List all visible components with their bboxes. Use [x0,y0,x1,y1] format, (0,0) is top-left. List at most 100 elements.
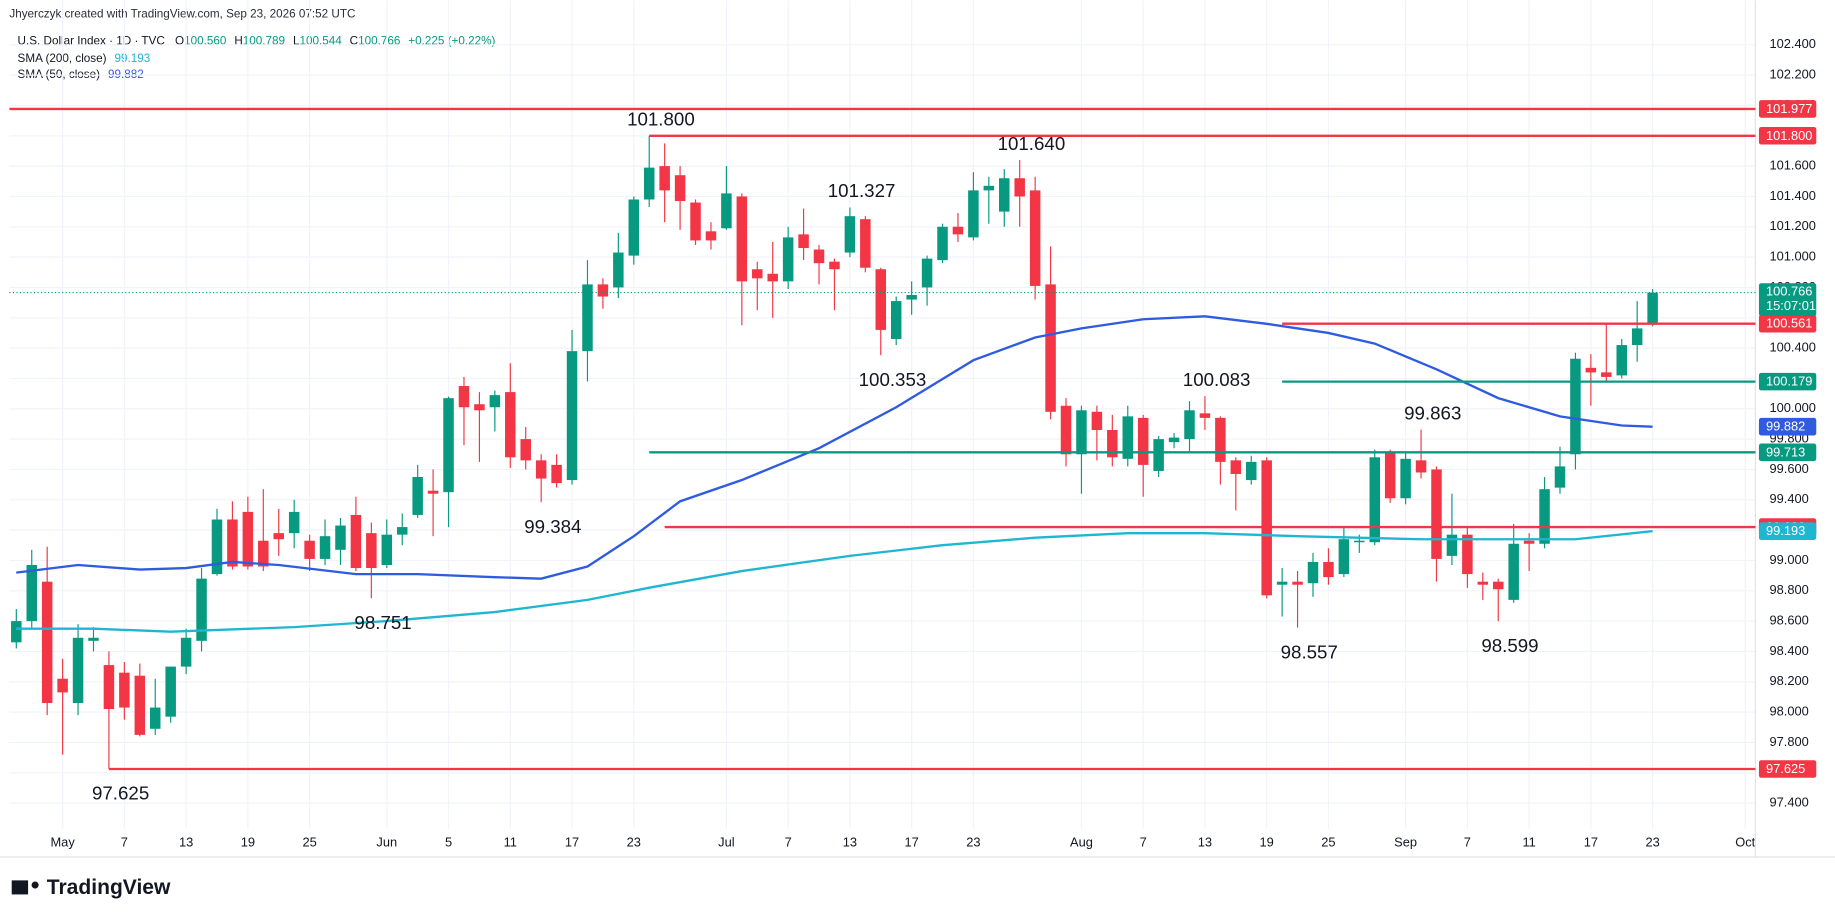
x-tick-label: 13 [179,834,193,849]
candle-body [1276,581,1288,585]
candle-body [736,196,748,282]
candle-body [613,252,624,288]
candle-body [643,167,655,200]
candle-body [1384,452,1396,499]
price-annotation: 100.353 [859,369,927,390]
x-tick-label: 11 [1522,834,1535,849]
x-tick-label: 25 [1321,834,1335,849]
candle-body [705,231,717,241]
attribution: Jhyerczyk created with TradingView.com, … [9,7,355,20]
candle-body [674,175,686,201]
candle-body [875,269,887,330]
candle-body [304,540,315,559]
candle-body [1446,534,1458,556]
candle-body [11,621,22,643]
candle-body [88,637,99,641]
candle-body [1029,190,1041,286]
candle-body [1570,358,1581,455]
price-annotation: 98.599 [1481,635,1538,656]
candle-body [1184,410,1195,440]
candle-body [813,249,825,264]
price-box-label: 101.977 [1766,101,1812,116]
candle-body [983,185,995,191]
x-tick-label: May [50,834,75,849]
x-tick-label: Jun [376,834,397,849]
legend-value: 99.193 [114,52,150,65]
candle-body [26,564,37,622]
symbol-title: U.S. Dollar Index · 1D · TVC [18,34,165,47]
sma-line [16,530,1653,633]
price-box [1758,760,1817,778]
ohlc-value: 100.789 [243,34,285,47]
y-tick-label: 98.200 [1769,673,1808,688]
ohlc-value: 100.766 [358,34,400,47]
y-tick-label: 101.000 [1769,249,1815,264]
ohlc-key: C [350,34,358,47]
candle-body [1477,581,1489,585]
candle-body [1616,345,1627,376]
candle-body [535,460,547,479]
candle-body [258,540,269,567]
ohlc-key: O [175,34,184,47]
price-box-label: 100.561 [1766,316,1812,331]
candle-body [57,678,68,693]
candle-body [1246,461,1257,481]
candle-body [1369,457,1380,543]
grid [9,0,1756,829]
x-tick-label: Sep [1394,834,1417,849]
candle-body [1230,460,1242,474]
last-price-box [1758,283,1817,317]
y-tick-label: 101.200 [1769,218,1815,233]
sma-box-label: 99.193 [1766,523,1805,538]
candle-body [597,284,609,297]
candle-body [798,234,809,249]
candle-body [396,527,408,535]
candle-body [41,581,53,704]
price-box [1758,100,1817,118]
candle-body [782,237,794,282]
y-tick-label: 101.400 [1769,188,1815,203]
candle-body [1415,460,1427,473]
candle-body [566,351,578,481]
candle-body [1107,430,1118,458]
candle-body [1137,417,1149,465]
y-tick-label: 97.400 [1769,795,1808,810]
x-tick-label: 17 [1584,834,1598,849]
sma-line [16,315,1653,580]
candle-body [520,439,531,461]
candle-body [937,226,948,261]
price-annotation: 99.863 [1404,402,1461,423]
y-tick-label: 99.400 [1769,491,1808,506]
x-tick-label: 23 [966,834,980,849]
x-tick-label: Jul [718,834,734,849]
candle-body [767,273,778,282]
ohlc-key: H [234,34,242,47]
candle-body [72,637,84,704]
brand: TradingView [47,876,171,899]
candle-body [1601,372,1612,377]
ohlc-value: 100.560 [184,34,227,47]
candle-body [443,398,454,493]
candle-body [149,707,161,729]
candle-body [273,533,284,540]
candle-body [165,666,176,717]
x-tick-label: Aug [1070,834,1093,849]
candle-body [1014,178,1025,197]
price-box-label: 101.800 [1766,128,1812,143]
candle-body [1122,416,1134,459]
candle-body [1323,561,1334,578]
price-box-label: 97.625 [1766,761,1805,776]
y-tick-label: 99.600 [1769,461,1808,476]
candle-body [1539,489,1550,544]
candle-body [829,261,840,270]
candle-body [412,477,423,515]
price-annotation: 101.640 [998,133,1066,154]
candle-body [474,404,485,411]
price-box [1758,126,1817,145]
price-box [1758,314,1817,333]
candle-body [1168,437,1180,443]
candle-body [1554,466,1566,488]
y-tick-label: 100.400 [1769,340,1815,355]
